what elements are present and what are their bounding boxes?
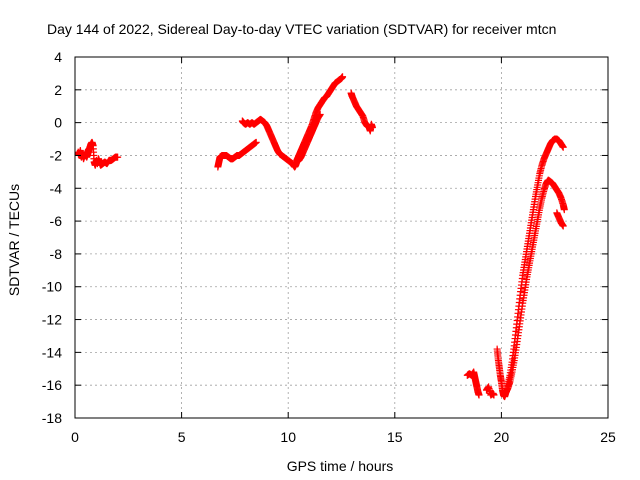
data-points bbox=[74, 73, 568, 401]
x-tick-label: 20 bbox=[494, 429, 510, 445]
axis-ticks: 0 5 10 15 20 25 -18 -16 -14 -12 -10 -8 -6 -4 -2 0 2 4 bbox=[42, 49, 616, 445]
y-tick-label: -12 bbox=[42, 312, 62, 328]
x-tick-label: 25 bbox=[600, 429, 616, 445]
y-tick-label: -16 bbox=[42, 377, 62, 393]
data-point bbox=[475, 391, 483, 399]
y-tick-label: -8 bbox=[50, 246, 63, 262]
y-tick-label: 4 bbox=[54, 49, 62, 65]
data-point bbox=[559, 222, 567, 230]
y-tick-label: -10 bbox=[42, 279, 62, 295]
data-point bbox=[252, 138, 260, 146]
data-point bbox=[559, 143, 567, 151]
y-tick-label: -4 bbox=[50, 180, 63, 196]
x-tick-label: 0 bbox=[71, 429, 79, 445]
data-point bbox=[490, 391, 498, 399]
chart-title: Day 144 of 2022, Sidereal Day-to-day VTE… bbox=[47, 21, 556, 37]
y-tick-label: -18 bbox=[42, 410, 62, 426]
plot-frame bbox=[74, 56, 609, 419]
data-point bbox=[339, 73, 347, 81]
x-tick-label: 5 bbox=[178, 429, 186, 445]
data-point bbox=[114, 153, 122, 161]
y-tick-label: -2 bbox=[50, 147, 63, 163]
y-tick-label: -6 bbox=[50, 213, 63, 229]
y-axis-title: SDTVAR / TECUs bbox=[6, 184, 22, 296]
y-tick-label: 0 bbox=[54, 115, 62, 131]
x-tick-label: 15 bbox=[387, 429, 403, 445]
y-tick-label: 2 bbox=[54, 82, 62, 98]
data-point bbox=[560, 206, 568, 214]
y-tick-label: -14 bbox=[42, 344, 62, 360]
data-point bbox=[368, 124, 376, 132]
gridlines bbox=[75, 57, 608, 418]
x-tick-label: 10 bbox=[280, 429, 296, 445]
x-axis-title: GPS time / hours bbox=[287, 458, 394, 474]
